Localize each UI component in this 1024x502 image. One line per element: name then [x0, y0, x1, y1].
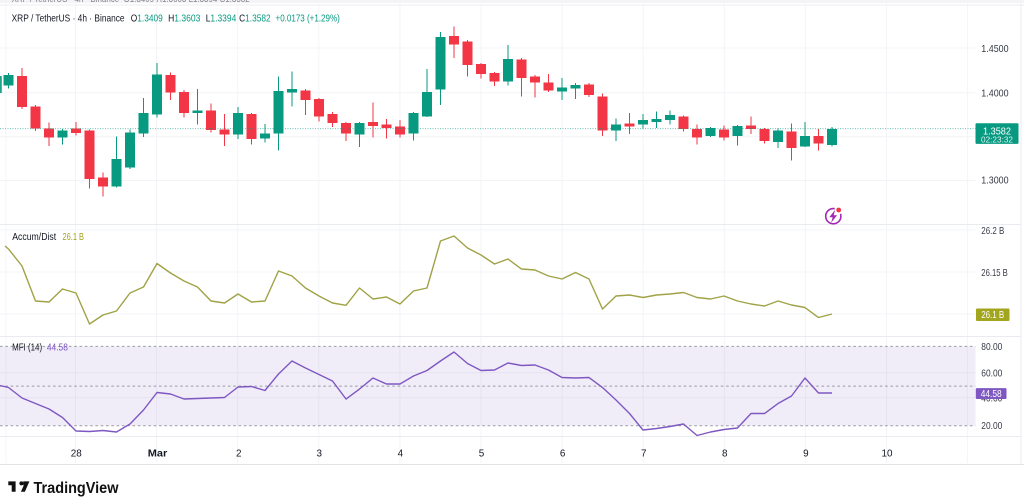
svg-text:O1.3409: O1.3409: [131, 13, 163, 25]
svg-text:5: 5: [479, 448, 485, 460]
svg-text:26.2 B: 26.2 B: [981, 225, 1004, 237]
svg-text:4: 4: [398, 448, 404, 460]
svg-text:80.00: 80.00: [981, 341, 1002, 353]
svg-text:8: 8: [722, 448, 728, 460]
svg-text:26.15 B: 26.15 B: [981, 267, 1008, 279]
svg-text:9: 9: [803, 448, 809, 460]
svg-text:44.58: 44.58: [47, 341, 68, 353]
svg-text:H1.3603: H1.3603: [168, 13, 200, 25]
svg-text:2: 2: [236, 448, 242, 460]
svg-text:C1.3582: C1.3582: [239, 13, 271, 25]
svg-text:1.3582: 1.3582: [983, 126, 1011, 138]
svg-text:XRP / TetherUS · 4h · Binance: XRP / TetherUS · 4h · Binance: [12, 13, 125, 25]
svg-text:XRP / TetherUS · 4h · Binance: XRP / TetherUS · 4h · Binance O1.3409 H1…: [12, 0, 250, 5]
svg-text:28: 28: [71, 448, 82, 460]
svg-text:10: 10: [882, 448, 893, 460]
svg-text:3: 3: [317, 448, 323, 460]
svg-text:60.00: 60.00: [981, 368, 1002, 380]
svg-text:1.4500: 1.4500: [981, 43, 1008, 55]
svg-text:1.4000: 1.4000: [981, 88, 1008, 100]
svg-text:TradingView: TradingView: [34, 480, 120, 497]
svg-text:7: 7: [641, 448, 647, 460]
svg-text:MFI (14): MFI (14): [12, 341, 42, 353]
svg-text:20.00: 20.00: [981, 420, 1002, 432]
svg-text:02:23:32: 02:23:32: [981, 135, 1013, 145]
svg-text:Mar: Mar: [148, 448, 168, 460]
svg-text:1.3000: 1.3000: [981, 175, 1008, 187]
svg-text:L1.3394: L1.3394: [206, 13, 237, 25]
svg-text:44.58: 44.58: [981, 388, 1002, 400]
svg-text:26.1 B: 26.1 B: [981, 309, 1004, 321]
svg-text:26.1 B: 26.1 B: [63, 231, 85, 243]
svg-text:Accum/Dist: Accum/Dist: [12, 231, 56, 243]
svg-text:+0.0173 (+1.29%): +0.0173 (+1.29%): [276, 13, 340, 25]
svg-text:6: 6: [560, 448, 566, 460]
